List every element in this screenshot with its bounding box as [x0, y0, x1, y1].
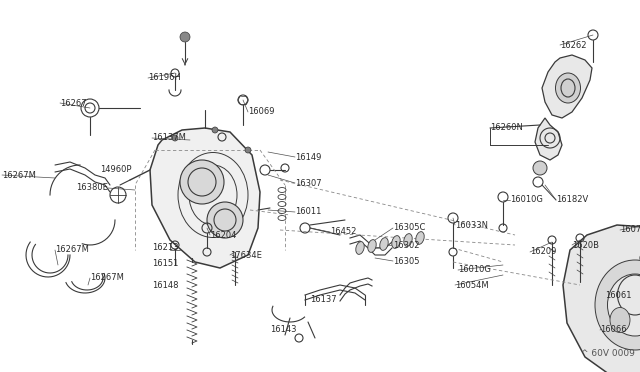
Ellipse shape [595, 260, 640, 350]
Text: 16061: 16061 [605, 291, 632, 299]
Ellipse shape [607, 274, 640, 336]
Text: 16010G: 16010G [510, 196, 543, 205]
Ellipse shape [392, 235, 400, 248]
Text: 16182V: 16182V [556, 196, 588, 205]
Text: 16196H: 16196H [148, 74, 181, 83]
Text: 16380E: 16380E [76, 183, 108, 192]
Text: 16209: 16209 [530, 247, 556, 257]
Ellipse shape [556, 73, 580, 103]
Text: 16305C: 16305C [393, 224, 426, 232]
Text: 16143: 16143 [270, 326, 296, 334]
Circle shape [533, 161, 547, 175]
Text: 16260N: 16260N [490, 124, 523, 132]
Text: 16011: 16011 [295, 208, 321, 217]
Text: 16137: 16137 [310, 295, 337, 305]
Text: 16054M: 16054M [455, 280, 488, 289]
Polygon shape [563, 225, 640, 372]
Ellipse shape [404, 234, 412, 246]
Text: 16149: 16149 [295, 153, 321, 161]
Text: 16267: 16267 [60, 99, 86, 108]
Text: 16267M: 16267M [55, 246, 89, 254]
Polygon shape [535, 118, 562, 160]
Text: 16305: 16305 [393, 257, 419, 266]
Text: 16066: 16066 [600, 326, 627, 334]
Text: 16151: 16151 [152, 259, 179, 267]
Circle shape [245, 147, 251, 153]
Circle shape [172, 135, 178, 141]
Text: 16137M: 16137M [152, 134, 186, 142]
Ellipse shape [610, 308, 630, 333]
Text: 16307: 16307 [295, 179, 322, 187]
Text: 17634E: 17634E [230, 250, 262, 260]
Ellipse shape [380, 238, 388, 250]
Text: 16262: 16262 [560, 41, 586, 49]
Ellipse shape [368, 240, 376, 252]
Text: 16267M: 16267M [90, 273, 124, 282]
Circle shape [180, 160, 224, 204]
Text: 16452: 16452 [330, 228, 356, 237]
Text: 16033N: 16033N [455, 221, 488, 230]
Text: 16069: 16069 [248, 108, 275, 116]
Polygon shape [150, 128, 260, 268]
Text: 1620B: 1620B [572, 241, 599, 250]
Text: 16010G: 16010G [458, 266, 491, 275]
Text: 16071J: 16071J [620, 225, 640, 234]
Text: 16148: 16148 [152, 280, 179, 289]
Ellipse shape [356, 242, 364, 254]
Circle shape [207, 202, 243, 238]
Text: 16213: 16213 [152, 244, 179, 253]
Text: 14960P: 14960P [100, 166, 131, 174]
Ellipse shape [416, 232, 424, 244]
Text: 16267M: 16267M [2, 170, 36, 180]
Text: 16204: 16204 [210, 231, 236, 240]
Text: 16302: 16302 [393, 241, 419, 250]
Polygon shape [542, 55, 592, 118]
Circle shape [180, 32, 190, 42]
Circle shape [212, 127, 218, 133]
Text: ^ 60V 0009: ^ 60V 0009 [581, 349, 635, 358]
